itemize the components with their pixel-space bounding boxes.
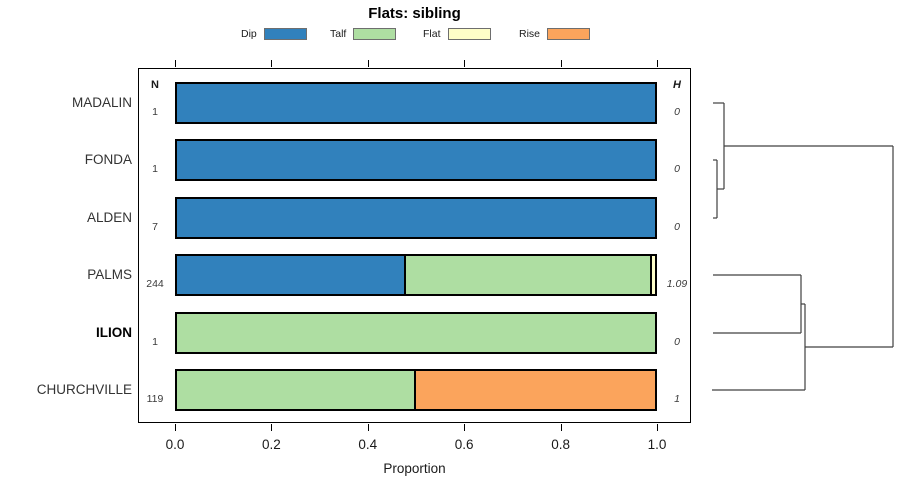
bar-segment-palms-flat: [650, 256, 655, 294]
x-tick-label-0.6: 0.6: [454, 437, 474, 452]
bar-fonda: [175, 139, 657, 181]
top-axis-tick: [560, 60, 562, 67]
h-value-churchville: 1: [674, 393, 680, 405]
bar-segment-churchville-rise: [413, 371, 655, 409]
bottom-axis-tick: [271, 424, 273, 431]
bar-segment-ilion-talf: [177, 314, 655, 352]
h-value-ilion: 0: [674, 336, 680, 348]
bottom-axis-tick: [367, 424, 369, 431]
top-axis-tick: [464, 60, 466, 67]
bar-segment-churchville-talf: [177, 371, 414, 409]
legend-swatch-rise: [547, 27, 591, 40]
category-label-madalin: MADALIN: [71, 95, 132, 110]
h-value-madalin: 0: [674, 106, 680, 118]
bar-palms: [175, 254, 657, 296]
legend-swatch-dip: [263, 27, 307, 40]
bar-ilion: [175, 312, 657, 354]
bar-segment-madalin-dip: [177, 84, 655, 122]
x-tick-label-1.0: 1.0: [647, 437, 667, 452]
chart-title: Flats: sibling: [368, 5, 461, 22]
bar-churchville: [175, 369, 657, 411]
plot-area: [138, 68, 691, 423]
legend-entry-flat: Flat: [423, 26, 491, 41]
category-label-alden: ALDEN: [86, 210, 132, 225]
bar-alden: [175, 197, 657, 239]
n-value-churchville: 119: [146, 393, 164, 405]
bar-segment-alden-dip: [177, 199, 655, 237]
x-axis-title: Proportion: [383, 461, 446, 476]
legend-label: Talf: [330, 27, 347, 40]
legend-label: Flat: [423, 27, 441, 40]
n-value-ilion: 1: [152, 336, 158, 348]
legend-swatch-talf: [353, 27, 397, 40]
h-value-fonda: 0: [674, 163, 680, 175]
category-label-fonda: FONDA: [84, 152, 132, 167]
legend-entry-talf: Talf: [330, 26, 397, 41]
dendrogram: [712, 102, 894, 391]
h-column-header: H: [673, 79, 681, 91]
bottom-axis-tick: [464, 424, 466, 431]
n-column-header: N: [151, 79, 159, 91]
bottom-axis-tick: [560, 424, 562, 431]
legend-entry-dip: Dip: [241, 26, 307, 41]
category-label-churchville: CHURCHVILLE: [36, 382, 132, 397]
top-axis-tick: [367, 60, 369, 67]
x-tick-label-0.0: 0.0: [165, 437, 185, 452]
legend-entry-rise: Rise: [519, 26, 591, 41]
top-axis-tick: [657, 60, 658, 67]
n-value-palms: 244: [146, 278, 164, 290]
x-tick-label-0.2: 0.2: [262, 437, 281, 452]
bar-segment-palms-dip: [177, 256, 405, 294]
h-value-alden: 0: [674, 221, 680, 233]
x-tick-label-0.4: 0.4: [358, 437, 378, 452]
legend-swatch-flat: [447, 27, 491, 40]
category-label-palms: PALMS: [87, 267, 132, 282]
bar-segment-fonda-dip: [177, 141, 655, 179]
bar-segment-palms-talf: [404, 256, 651, 294]
x-tick-label-0.8: 0.8: [551, 437, 570, 452]
bottom-axis-tick: [175, 424, 176, 431]
n-value-alden: 7: [152, 221, 158, 233]
h-value-palms: 1.09: [666, 278, 688, 290]
legend-label: Rise: [519, 27, 541, 40]
category-label-ilion: ILION: [96, 325, 132, 340]
top-axis-tick: [271, 60, 273, 67]
legend-label: Dip: [241, 27, 257, 40]
top-axis-tick: [175, 60, 176, 67]
bar-madalin: [175, 82, 657, 124]
bottom-axis-tick: [657, 424, 658, 431]
n-value-madalin: 1: [152, 106, 158, 118]
n-value-fonda: 1: [152, 163, 158, 175]
